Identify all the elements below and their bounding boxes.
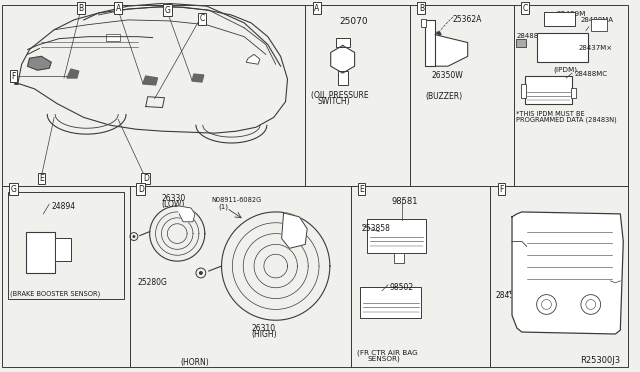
Bar	[525, 216, 554, 224]
Bar	[521, 84, 526, 98]
Text: 253858: 253858	[362, 224, 390, 233]
Bar	[305, 5, 410, 186]
Text: R25300J3: R25300J3	[580, 356, 620, 365]
Bar	[351, 186, 490, 368]
Bar	[543, 12, 575, 26]
Circle shape	[199, 271, 203, 275]
Text: SENSOR): SENSOR)	[367, 356, 400, 362]
Bar	[338, 71, 348, 85]
Circle shape	[132, 235, 136, 238]
Text: (BUZZER): (BUZZER)	[426, 92, 463, 101]
Text: E: E	[359, 185, 364, 194]
Text: 26350W: 26350W	[431, 71, 463, 80]
Polygon shape	[246, 54, 260, 64]
Bar	[591, 216, 616, 224]
Text: 26330: 26330	[161, 194, 186, 203]
Text: (HORN): (HORN)	[180, 357, 209, 367]
Text: N08911-6082G: N08911-6082G	[212, 197, 262, 203]
Bar	[591, 19, 607, 31]
Bar	[55, 238, 71, 261]
Polygon shape	[192, 74, 204, 82]
Text: 98502: 98502	[390, 283, 414, 292]
Text: (1): (1)	[219, 203, 228, 209]
Bar	[367, 219, 426, 253]
Text: D: D	[143, 174, 148, 183]
Bar	[536, 33, 588, 62]
Text: (BRAKE BOOSTER SENSOR): (BRAKE BOOSTER SENSOR)	[10, 291, 100, 297]
Text: B: B	[419, 4, 424, 13]
Circle shape	[435, 32, 441, 38]
Polygon shape	[426, 20, 435, 66]
Polygon shape	[28, 56, 51, 70]
Bar	[2, 186, 130, 368]
Text: C: C	[199, 15, 204, 23]
Text: G: G	[11, 185, 17, 194]
Text: (HIGH): (HIGH)	[251, 330, 276, 339]
Polygon shape	[435, 35, 468, 66]
Polygon shape	[512, 212, 623, 334]
Polygon shape	[282, 213, 307, 248]
Text: A: A	[314, 4, 319, 13]
Text: 25362A: 25362A	[453, 15, 483, 24]
Bar	[525, 76, 572, 104]
Bar	[336, 38, 349, 48]
Text: 28489M: 28489M	[556, 11, 586, 17]
Text: F: F	[499, 185, 504, 194]
Text: (IPDM): (IPDM)	[554, 66, 577, 73]
Text: 28488MC: 28488MC	[574, 71, 607, 77]
Polygon shape	[143, 76, 157, 85]
Bar	[516, 39, 526, 46]
Text: (LOW): (LOW)	[161, 200, 185, 209]
Bar	[106, 34, 120, 41]
Text: 25070: 25070	[340, 17, 369, 26]
Text: C: C	[522, 4, 527, 13]
Text: G: G	[164, 6, 170, 15]
Text: PROGRAMMED DATA (28483N): PROGRAMMED DATA (28483N)	[516, 116, 617, 123]
Text: 28452D: 28452D	[495, 291, 525, 300]
Bar	[26, 232, 55, 273]
Text: F: F	[12, 71, 16, 81]
Bar	[410, 5, 514, 186]
Polygon shape	[179, 206, 195, 222]
Bar	[2, 5, 305, 186]
Text: (OIL PRESSURE: (OIL PRESSURE	[311, 91, 369, 100]
Text: (FR CTR AIR BAG: (FR CTR AIR BAG	[357, 350, 418, 356]
Bar	[8, 192, 124, 299]
Text: 24894: 24894	[51, 202, 76, 211]
Bar	[394, 253, 404, 263]
Bar	[490, 186, 628, 368]
Text: D: D	[138, 185, 144, 194]
Polygon shape	[331, 45, 355, 73]
Text: A: A	[116, 4, 121, 13]
Bar	[360, 287, 421, 318]
Bar	[514, 5, 628, 186]
Text: 28488MA: 28488MA	[581, 17, 614, 23]
Bar	[130, 186, 351, 368]
Text: 25280G: 25280G	[138, 278, 168, 287]
Text: B: B	[78, 4, 83, 13]
Text: *THIS IPDM MUST BE: *THIS IPDM MUST BE	[516, 110, 584, 116]
Text: SWITCH): SWITCH)	[317, 97, 349, 106]
Polygon shape	[67, 69, 79, 78]
Text: 98581: 98581	[392, 197, 419, 206]
Bar	[571, 88, 576, 98]
Text: 28488MB: 28488MB	[517, 33, 550, 39]
Text: 28437M×: 28437M×	[579, 45, 613, 51]
Text: 26310: 26310	[251, 324, 275, 333]
Text: E: E	[39, 174, 44, 183]
Bar	[421, 19, 426, 27]
